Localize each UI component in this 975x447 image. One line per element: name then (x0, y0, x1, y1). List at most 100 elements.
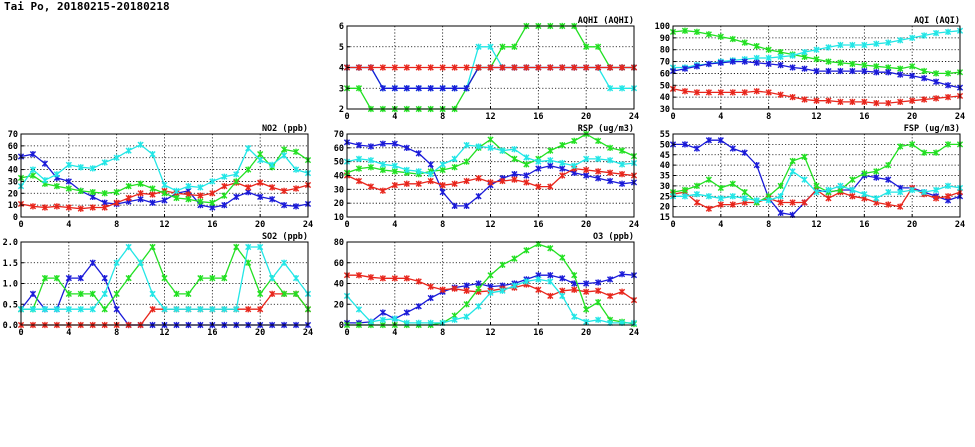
data-point (53, 171, 60, 178)
data-point (65, 306, 72, 313)
data-point (355, 306, 363, 313)
y-tick-label: 1.5 (3, 259, 18, 269)
data-point (861, 98, 868, 106)
data-point (873, 99, 880, 107)
data-point (861, 191, 868, 198)
data-point (233, 306, 240, 313)
data-point (511, 282, 518, 289)
data-point (451, 202, 458, 210)
y-tick-label: 60 (334, 259, 344, 269)
data-point (606, 157, 614, 164)
data-point (173, 290, 180, 297)
data-point (197, 184, 204, 191)
data-point (415, 85, 422, 92)
data-point (209, 306, 216, 313)
data-point (849, 193, 856, 200)
data-point (813, 46, 820, 53)
data-point (65, 178, 72, 185)
data-point (403, 85, 410, 92)
x-tick-label: 4 (392, 220, 397, 230)
y-tick-label: 70 (660, 58, 670, 68)
data-point (885, 176, 892, 183)
data-point (41, 160, 49, 167)
data-point (487, 136, 494, 143)
data-point (379, 309, 386, 316)
y-tick-label: 90 (660, 34, 670, 44)
x-tick-label: 8 (766, 112, 771, 122)
data-point (944, 182, 952, 189)
data-point (583, 280, 590, 287)
data-point (909, 72, 916, 79)
data-point (463, 301, 470, 308)
x-tick-label: 8 (440, 328, 445, 338)
data-point (113, 290, 120, 297)
data-point (753, 197, 760, 204)
x-tick-label: 4 (392, 112, 397, 122)
data-point (149, 199, 156, 206)
x-tick-label: 24 (955, 112, 965, 122)
data-point (149, 306, 156, 313)
data-point (535, 183, 542, 190)
y-tick-label: 40 (334, 172, 344, 182)
data-point (571, 64, 578, 71)
data-point (547, 278, 554, 285)
y-tick-label: 35 (660, 172, 670, 182)
x-tick-label: 16 (207, 328, 217, 338)
data-point (729, 145, 736, 152)
data-point (717, 89, 724, 96)
data-point (367, 64, 375, 71)
y-tick-label: 50 (660, 81, 670, 91)
data-point (595, 43, 602, 50)
series-cyan (343, 141, 638, 178)
y-tick-label: 70 (8, 130, 18, 140)
data-point (547, 64, 554, 71)
data-point (487, 272, 494, 279)
data-point (269, 184, 276, 191)
data-point (89, 259, 96, 266)
data-point (427, 170, 434, 178)
y-tick-label: 4 (339, 64, 344, 74)
data-point (571, 162, 578, 169)
data-point (789, 52, 796, 59)
data-point (825, 58, 832, 65)
x-tick-label: 16 (533, 220, 543, 230)
data-point (415, 150, 422, 157)
data-point (292, 274, 300, 282)
data-point (849, 41, 856, 49)
chart-title: AQHI (AQHI) (578, 16, 634, 26)
data-point (909, 97, 916, 104)
data-point (427, 64, 434, 71)
data-point (209, 274, 216, 282)
data-point (729, 201, 736, 208)
data-point (595, 287, 602, 294)
y-tick-label: 50 (660, 140, 670, 150)
data-point (705, 205, 712, 212)
x-tick-label: 4 (392, 328, 397, 338)
data-point (753, 162, 760, 169)
data-point (837, 41, 844, 49)
data-point (29, 203, 37, 210)
data-point (741, 89, 748, 96)
data-point (475, 143, 482, 150)
data-point (257, 151, 264, 158)
data-point (789, 157, 796, 165)
data-point (825, 195, 832, 202)
data-point (391, 275, 398, 282)
data-point (29, 172, 37, 179)
data-point (487, 43, 494, 50)
data-point (197, 192, 204, 199)
data-point (559, 292, 566, 300)
data-point (499, 64, 506, 71)
data-point (451, 64, 458, 71)
data-point (693, 182, 701, 189)
chart-so2: 0 4 8 12 16 20 24 0.0 0.5 1.0 1.5 2.0 SO2 (ppb) (3, 232, 313, 338)
data-point (571, 137, 578, 145)
data-point (29, 166, 37, 173)
data-point (618, 288, 626, 295)
y-tick-label: 40 (334, 280, 344, 290)
data-point (873, 174, 880, 181)
chart-title: RSP (ug/m3) (578, 124, 634, 134)
data-point (777, 182, 784, 189)
data-point (765, 54, 772, 62)
